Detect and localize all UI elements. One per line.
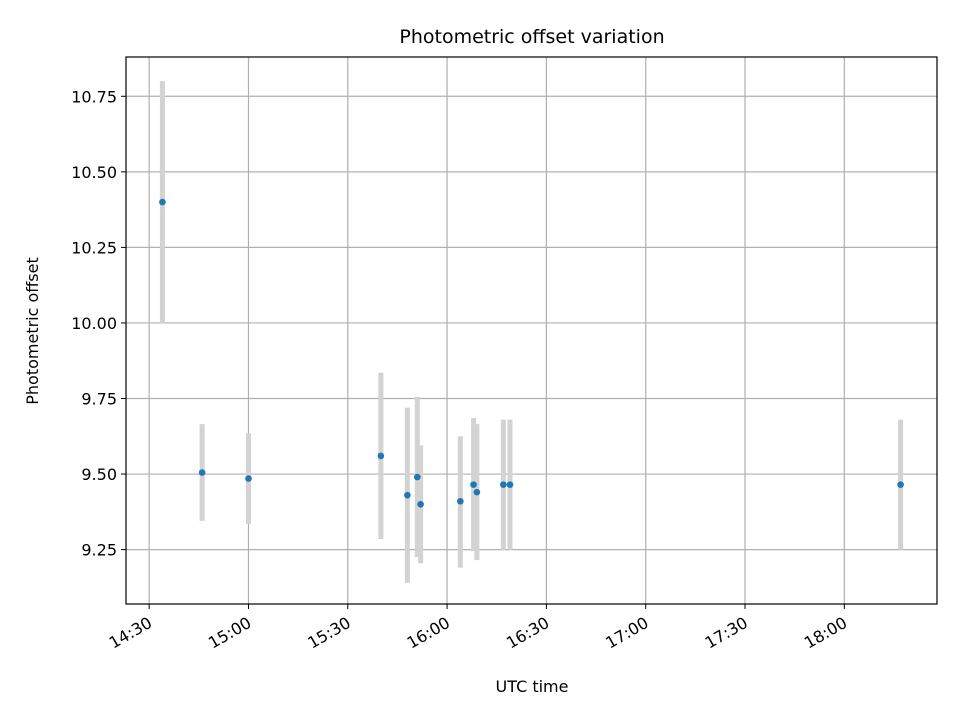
y-axis-label: Photometric offset	[23, 257, 42, 405]
data-point	[404, 491, 411, 499]
data-point	[377, 452, 385, 460]
data-point	[245, 475, 252, 482]
y-tick-label: 10.75	[71, 87, 117, 106]
y-tick-label: 9.50	[81, 465, 117, 484]
y-tick-label: 9.75	[81, 389, 117, 408]
y-tick-label: 9.25	[81, 541, 117, 560]
data-points	[159, 198, 904, 508]
data-point	[506, 481, 514, 488]
data-point	[159, 198, 166, 206]
data-point	[198, 469, 206, 476]
data-point	[457, 497, 464, 505]
data-point	[897, 481, 904, 488]
data-point	[500, 481, 507, 488]
chart-title: Photometric offset variation	[399, 26, 664, 48]
data-point	[473, 488, 481, 496]
plot-frame	[125, 56, 938, 605]
y-axis-ticks: 9.25 9.50 9.75 10.00 10.25 10.50 10.75	[71, 87, 126, 560]
y-tick-label: 10.00	[71, 314, 117, 333]
data-point	[470, 481, 477, 488]
y-tick-label: 10.50	[71, 163, 117, 182]
data-point	[417, 500, 424, 508]
data-point	[413, 473, 421, 481]
y-tick-label: 10.25	[71, 238, 117, 257]
x-axis-label: UTC time	[496, 677, 569, 696]
grid	[126, 57, 937, 604]
